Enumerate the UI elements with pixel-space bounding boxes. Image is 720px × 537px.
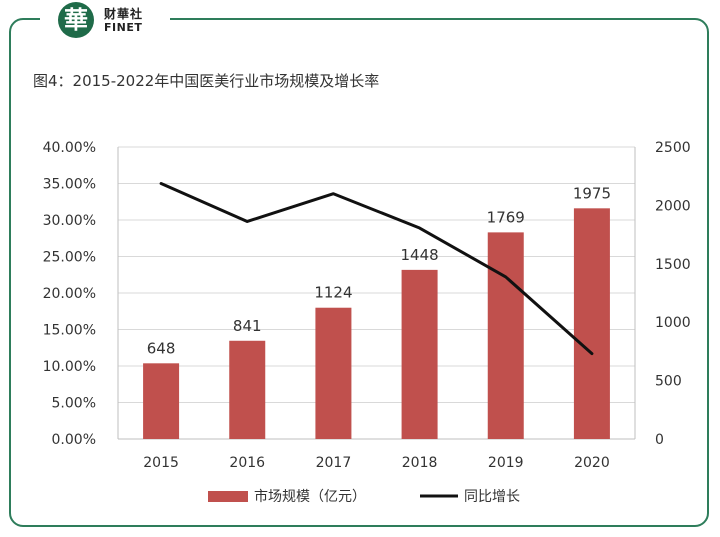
chart-svg: 0.00% 5.00% 10.00% 15.00% 20.00% 25.00% 30.00%… [43, 140, 691, 505]
x-tick-label: 2017 [316, 455, 352, 471]
bar [401, 269, 438, 439]
legend-label-bar: 市场规模（亿元） [254, 488, 366, 505]
x-tick-label: 2019 [488, 455, 524, 471]
y-left-tick-label: 25.00% [43, 250, 96, 266]
bar-data-label: 1448 [400, 246, 438, 264]
bar [143, 363, 180, 439]
bar-data-label: 841 [233, 317, 262, 335]
x-tick-label: 2020 [574, 455, 610, 471]
bar-data-label: 648 [147, 339, 176, 357]
x-tick-label: 2015 [143, 455, 179, 471]
growth-line [159, 182, 594, 356]
legend-swatch-bar [208, 491, 248, 502]
figure-title: 图4：2015-2022年中国医美行业市场规模及增长率 [33, 72, 380, 90]
y-left-tick-label: 30.00% [43, 213, 96, 229]
x-tick-label: 2018 [402, 455, 438, 471]
y-left-tick-label: 10.00% [43, 359, 96, 375]
y-left-tick-label: 40.00% [43, 140, 96, 156]
bar [573, 208, 610, 439]
bar [487, 232, 524, 439]
y-right-tick-label: 2500 [655, 140, 691, 156]
bar-data-label: 1124 [314, 284, 352, 302]
y-left-tick-label: 15.00% [43, 323, 96, 339]
bar [315, 307, 352, 439]
logo-name-cn: 财華社 [104, 7, 144, 21]
bar [229, 340, 266, 439]
finet-logo-icon: 華 [58, 2, 94, 38]
y-right-tick-label: 1000 [655, 315, 691, 331]
x-tick-label: 2016 [229, 455, 265, 471]
y-right-tick-label: 1500 [655, 257, 691, 273]
y-left-tick-label: 0.00% [52, 432, 96, 448]
bar-data-label: 1769 [487, 208, 525, 226]
y-right-tick-label: 0 [655, 432, 664, 448]
y-right-tick-label: 2000 [655, 198, 691, 214]
y-left-tick-label: 35.00% [43, 177, 96, 193]
chart-panel: 0.00% 5.00% 10.00% 15.00% 20.00% 25.00% 30.00%… [18, 120, 702, 520]
logo-name-en: FINET [104, 21, 143, 34]
y-left-tick-label: 5.00% [52, 396, 96, 412]
y-right-tick-label: 500 [655, 374, 682, 390]
y-left-tick-label: 20.00% [43, 286, 96, 302]
legend-label-line: 同比增长 [464, 489, 520, 505]
bar-data-label: 1975 [573, 184, 611, 202]
